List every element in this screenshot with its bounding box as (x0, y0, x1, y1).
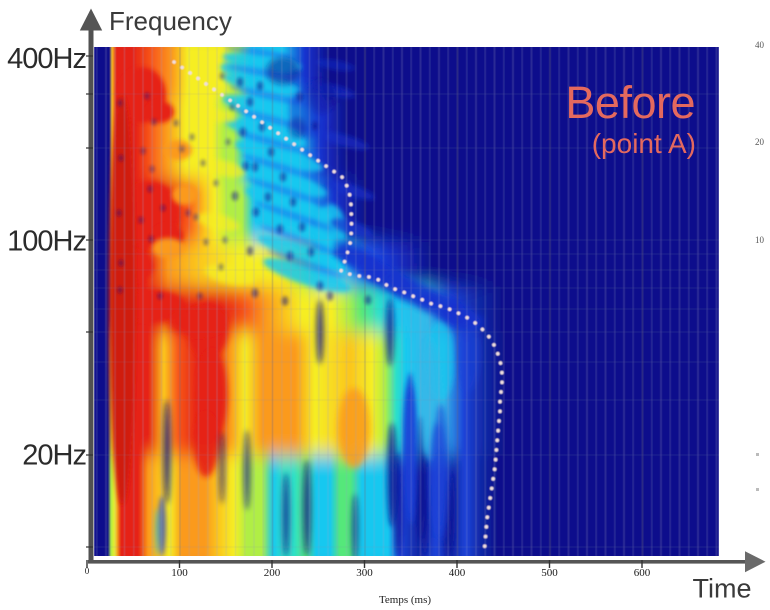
svg-text:Frequency: Frequency (109, 6, 232, 36)
svg-text:100: 100 (171, 567, 188, 579)
svg-text:40: 40 (755, 40, 765, 50)
svg-text:10: 10 (755, 235, 765, 245)
svg-text:200: 200 (264, 567, 281, 579)
svg-text:300: 300 (356, 567, 373, 579)
svg-text:Temps (ms): Temps (ms) (379, 594, 431, 606)
svg-text:500: 500 (541, 567, 558, 579)
svg-text:600: 600 (634, 567, 651, 579)
svg-text:(point A): (point A) (592, 128, 696, 159)
svg-text:100Hz: 100Hz (7, 226, 86, 258)
svg-text:0: 0 (85, 566, 90, 576)
svg-text:400Hz: 400Hz (7, 43, 86, 75)
svg-text:20Hz: 20Hz (22, 440, 86, 472)
svg-text:20: 20 (755, 137, 765, 147)
svg-text:Time: Time (693, 574, 752, 604)
svg-text:400: 400 (449, 567, 466, 579)
svg-text:Before: Before (565, 77, 695, 128)
